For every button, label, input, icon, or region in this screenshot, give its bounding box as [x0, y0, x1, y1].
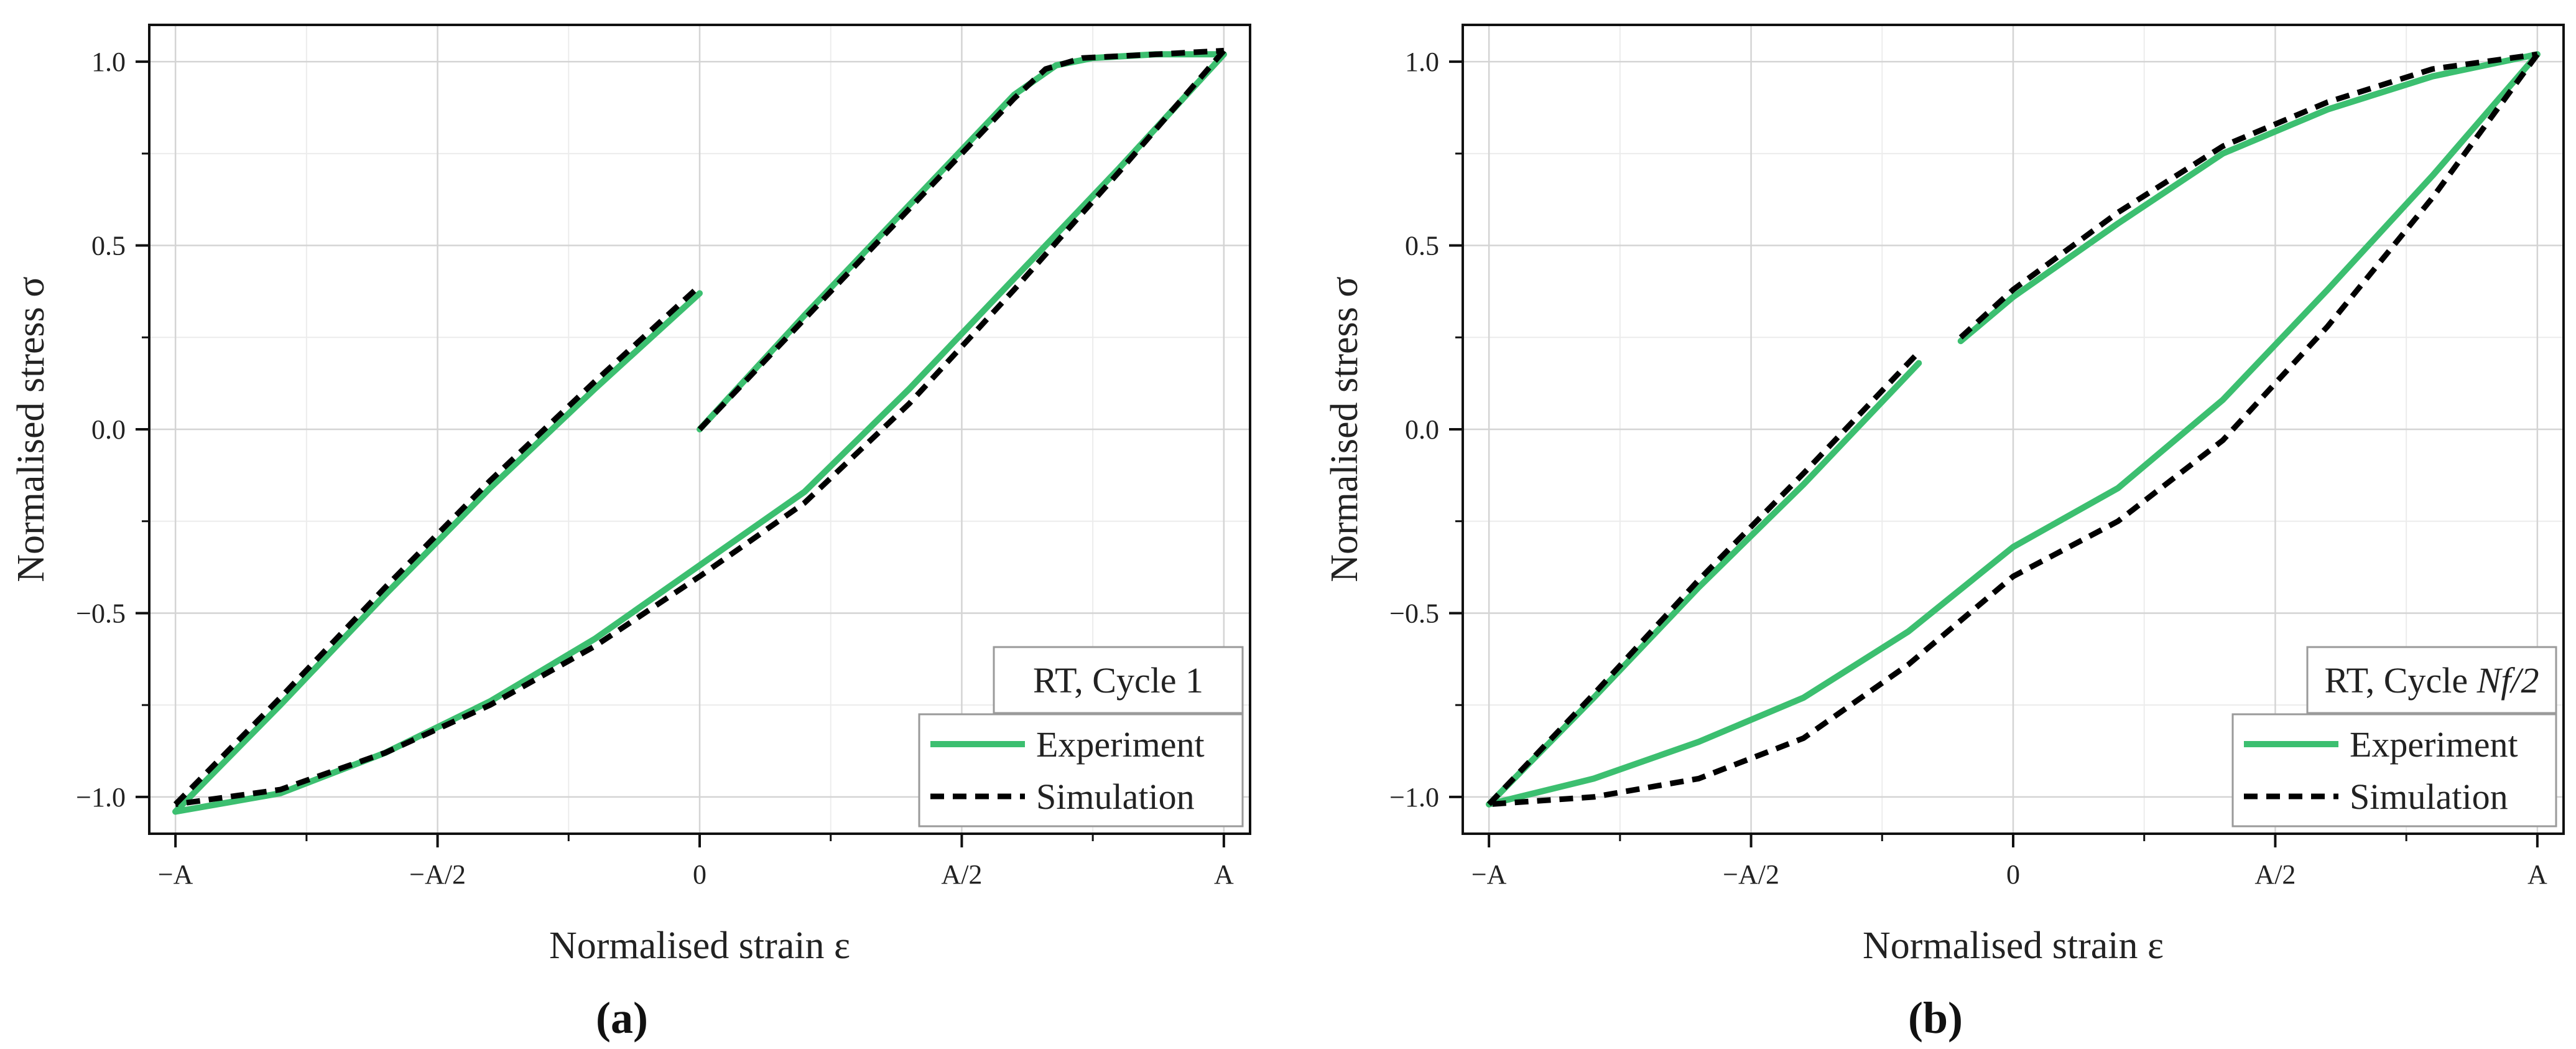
- condition-tag: RT, Cycle Nf/2: [2324, 660, 2539, 701]
- x-tick-label: A/2: [941, 859, 982, 890]
- panel-label: (b): [1908, 993, 1963, 1043]
- experiment-curve-segment: [1957, 51, 2541, 345]
- legend: Experiment Simulation: [918, 713, 1244, 828]
- y-axis-title: Normalised stress σ: [1323, 276, 1366, 582]
- y-tick-label: 0.5: [1405, 231, 1439, 261]
- legend-box: [2231, 713, 2557, 828]
- condition-tag-box: [993, 646, 1244, 714]
- x-tick-label: −A/2: [409, 859, 466, 890]
- y-axis-title: Normalised stress σ: [10, 276, 52, 582]
- panel-b: −A −A/2 0 A/2 A −1.0 −0.5 0.0 0.5 1.0 Normalised s…: [1323, 24, 2565, 1043]
- y-tick-label: −0.5: [1389, 598, 1439, 628]
- x-axis-title: Normalised strain ε: [1863, 925, 2164, 967]
- experiment-curve-segment: [1486, 51, 2541, 808]
- y-tick-label: 1.0: [1405, 47, 1439, 77]
- simulation-curve-segment: [1486, 350, 1921, 806]
- experiment-curve-segment: [172, 290, 703, 815]
- y-tick-label: 0.0: [1405, 414, 1439, 445]
- y-tick-label: 0.5: [91, 231, 126, 261]
- y-tick-label: −0.5: [76, 598, 126, 628]
- y-tick-label: 1.0: [91, 47, 126, 77]
- legend-label-experiment: Experiment: [1036, 724, 1205, 765]
- legend-box: [918, 713, 1244, 828]
- simulation-curve-segment: [173, 284, 702, 806]
- legend-label-experiment: Experiment: [2350, 724, 2518, 765]
- x-tick-label: A: [1214, 859, 1234, 890]
- x-tick-label: A: [2527, 859, 2547, 890]
- simulation-curve-segment: [1958, 51, 2538, 340]
- x-axis-title: Normalised strain ε: [549, 925, 850, 967]
- panel-label: (a): [596, 993, 648, 1043]
- legend-label-simulation: Simulation: [2350, 776, 2508, 817]
- y-tick-label: −1.0: [76, 782, 126, 813]
- x-tick-label: −A/2: [1723, 859, 1779, 890]
- condition-tag-box: [2306, 646, 2557, 714]
- simulation-curve-segment: [697, 47, 1225, 432]
- condition-tag-symbol: Nf/2: [2476, 660, 2539, 701]
- condition-tag: RT, Cycle 1: [1033, 660, 1203, 701]
- legend-label-simulation: Simulation: [1036, 776, 1195, 817]
- x-tick-label: −A: [158, 859, 193, 890]
- y-tick-label: −1.0: [1389, 782, 1439, 813]
- simulation-curve-segment: [1488, 52, 2540, 808]
- legend: Experiment Simulation: [2231, 713, 2557, 828]
- x-tick-label: 0: [693, 859, 707, 890]
- x-tick-label: −A: [1471, 859, 1507, 890]
- y-tick-label: 0.0: [91, 414, 126, 445]
- x-tick-label: 0: [2006, 859, 2020, 890]
- simulation-curve-segment: [175, 49, 1226, 808]
- panel-a: −A −A/2 0 A/2 A −1.0 −0.5 0.0 0.5 1.0 Normalised s…: [10, 24, 1251, 1043]
- x-tick-label: A/2: [2254, 859, 2296, 890]
